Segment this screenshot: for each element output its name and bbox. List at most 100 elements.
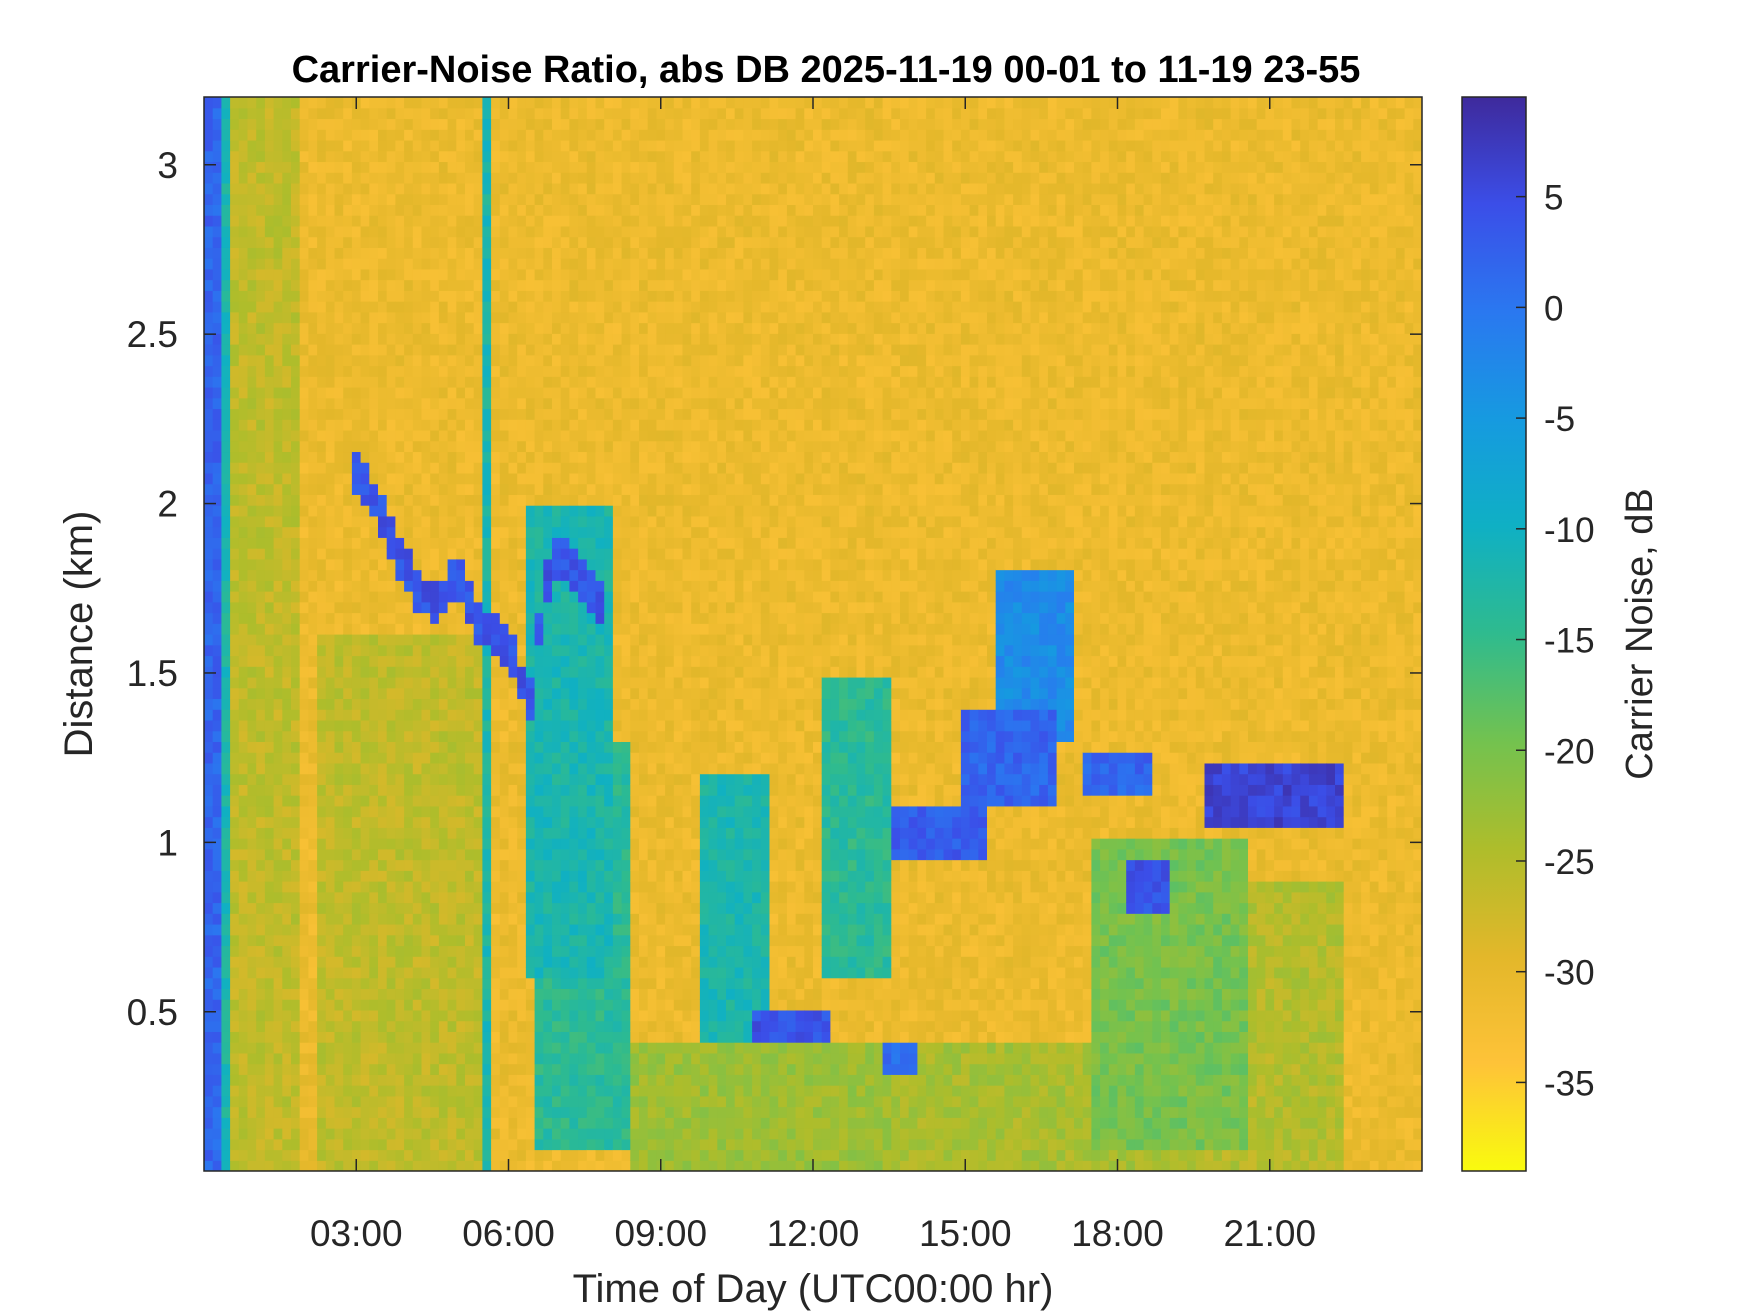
heatmap-cell xyxy=(386,1042,396,1054)
heatmap-cell xyxy=(560,762,570,775)
heatmap-cell xyxy=(325,687,336,700)
heatmap-cell xyxy=(291,601,301,614)
heatmap-cell xyxy=(456,977,466,990)
heatmap-cell xyxy=(317,870,327,882)
heatmap-cell xyxy=(430,891,440,904)
heatmap-cell xyxy=(525,161,536,173)
heatmap-cell xyxy=(369,365,379,377)
heatmap-cell xyxy=(447,548,457,560)
heatmap-cell xyxy=(238,1149,249,1161)
heatmap-cell xyxy=(508,236,518,248)
heatmap-cell xyxy=(291,344,301,356)
heatmap-cell xyxy=(552,1085,562,1097)
heatmap-cell xyxy=(325,182,336,195)
heatmap-cell xyxy=(273,999,283,1011)
heatmap-cell xyxy=(569,676,579,689)
heatmap-cell xyxy=(386,150,396,163)
heatmap-cell xyxy=(264,494,275,506)
heatmap-cell xyxy=(552,752,562,764)
heatmap-cell xyxy=(630,666,640,678)
heatmap-cell xyxy=(378,548,388,560)
heatmap-cell xyxy=(221,386,231,399)
heatmap-cell xyxy=(369,966,379,979)
heatmap-cell xyxy=(543,1074,553,1086)
heatmap-cell xyxy=(256,1117,266,1129)
heatmap-cell xyxy=(369,1138,379,1151)
heatmap-cell xyxy=(404,279,414,291)
heatmap-cell xyxy=(369,526,379,538)
heatmap-cell xyxy=(456,591,466,603)
heatmap-cell xyxy=(499,934,510,947)
heatmap-cell xyxy=(221,569,231,581)
heatmap-cell xyxy=(560,913,570,925)
heatmap-cell xyxy=(525,333,536,345)
heatmap-cell xyxy=(273,107,283,120)
heatmap-cell xyxy=(569,268,579,281)
heatmap-cell xyxy=(578,494,588,506)
heatmap-cell xyxy=(299,634,309,646)
heatmap-cell xyxy=(560,1095,570,1108)
heatmap-cell xyxy=(508,666,518,678)
heatmap-cell xyxy=(525,118,536,130)
heatmap-cell xyxy=(230,537,240,549)
heatmap-cell xyxy=(508,934,518,947)
heatmap-cell xyxy=(386,848,396,861)
heatmap-cell xyxy=(621,107,631,120)
heatmap-cell xyxy=(560,676,570,689)
heatmap-cell xyxy=(256,333,266,345)
heatmap-cell xyxy=(325,838,336,850)
heatmap-cell xyxy=(630,988,640,1000)
heatmap-cell xyxy=(421,236,431,248)
heatmap-cell xyxy=(447,215,457,227)
heatmap-cell xyxy=(586,344,597,356)
heatmap-cell xyxy=(578,225,588,238)
heatmap-cell xyxy=(238,1031,249,1043)
heatmap-cell xyxy=(360,730,370,742)
heatmap-cell xyxy=(595,687,605,700)
heatmap-cell xyxy=(482,494,492,506)
heatmap-cell xyxy=(317,440,327,453)
heatmap-cell xyxy=(473,301,483,313)
heatmap-cell xyxy=(378,687,388,700)
heatmap-cell xyxy=(630,838,640,850)
heatmap-cell xyxy=(273,1128,283,1140)
heatmap-cell xyxy=(612,827,623,839)
heatmap-cell xyxy=(273,408,283,420)
heatmap-cell xyxy=(334,762,344,775)
heatmap-cell xyxy=(447,902,457,914)
heatmap-cell xyxy=(438,999,449,1011)
heatmap-cell xyxy=(204,397,214,410)
heatmap-cell xyxy=(438,172,449,184)
heatmap-cell xyxy=(404,354,414,367)
heatmap-cell xyxy=(621,676,631,689)
heatmap-cell xyxy=(430,913,440,925)
heatmap-cell xyxy=(552,150,562,163)
heatmap-cell xyxy=(595,784,605,796)
heatmap-cell xyxy=(491,752,501,764)
heatmap-cell xyxy=(386,215,396,227)
heatmap-cell xyxy=(534,956,544,968)
heatmap-cell xyxy=(247,634,257,646)
heatmap-cell xyxy=(299,1095,309,1108)
heatmap-cell xyxy=(308,1074,318,1086)
heatmap-cell xyxy=(204,1063,214,1075)
heatmap-cell xyxy=(491,236,501,248)
heatmap-cell xyxy=(291,1009,301,1022)
heatmap-cell xyxy=(230,397,240,410)
heatmap-cell xyxy=(604,881,614,893)
heatmap-cell xyxy=(273,741,283,753)
heatmap-cell xyxy=(586,193,597,205)
heatmap-cell xyxy=(447,279,457,291)
heatmap-cell xyxy=(317,161,327,173)
heatmap-cell xyxy=(465,762,475,775)
heatmap-cell xyxy=(482,118,492,130)
heatmap-cell xyxy=(595,301,605,313)
heatmap-cell xyxy=(465,397,475,410)
heatmap-cell xyxy=(612,548,623,560)
heatmap-cell xyxy=(525,784,536,796)
heatmap-cell xyxy=(264,709,275,721)
heatmap-cell xyxy=(230,956,240,968)
heatmap-cell xyxy=(517,215,527,227)
heatmap-cell xyxy=(491,966,501,979)
heatmap-cell xyxy=(447,472,457,485)
